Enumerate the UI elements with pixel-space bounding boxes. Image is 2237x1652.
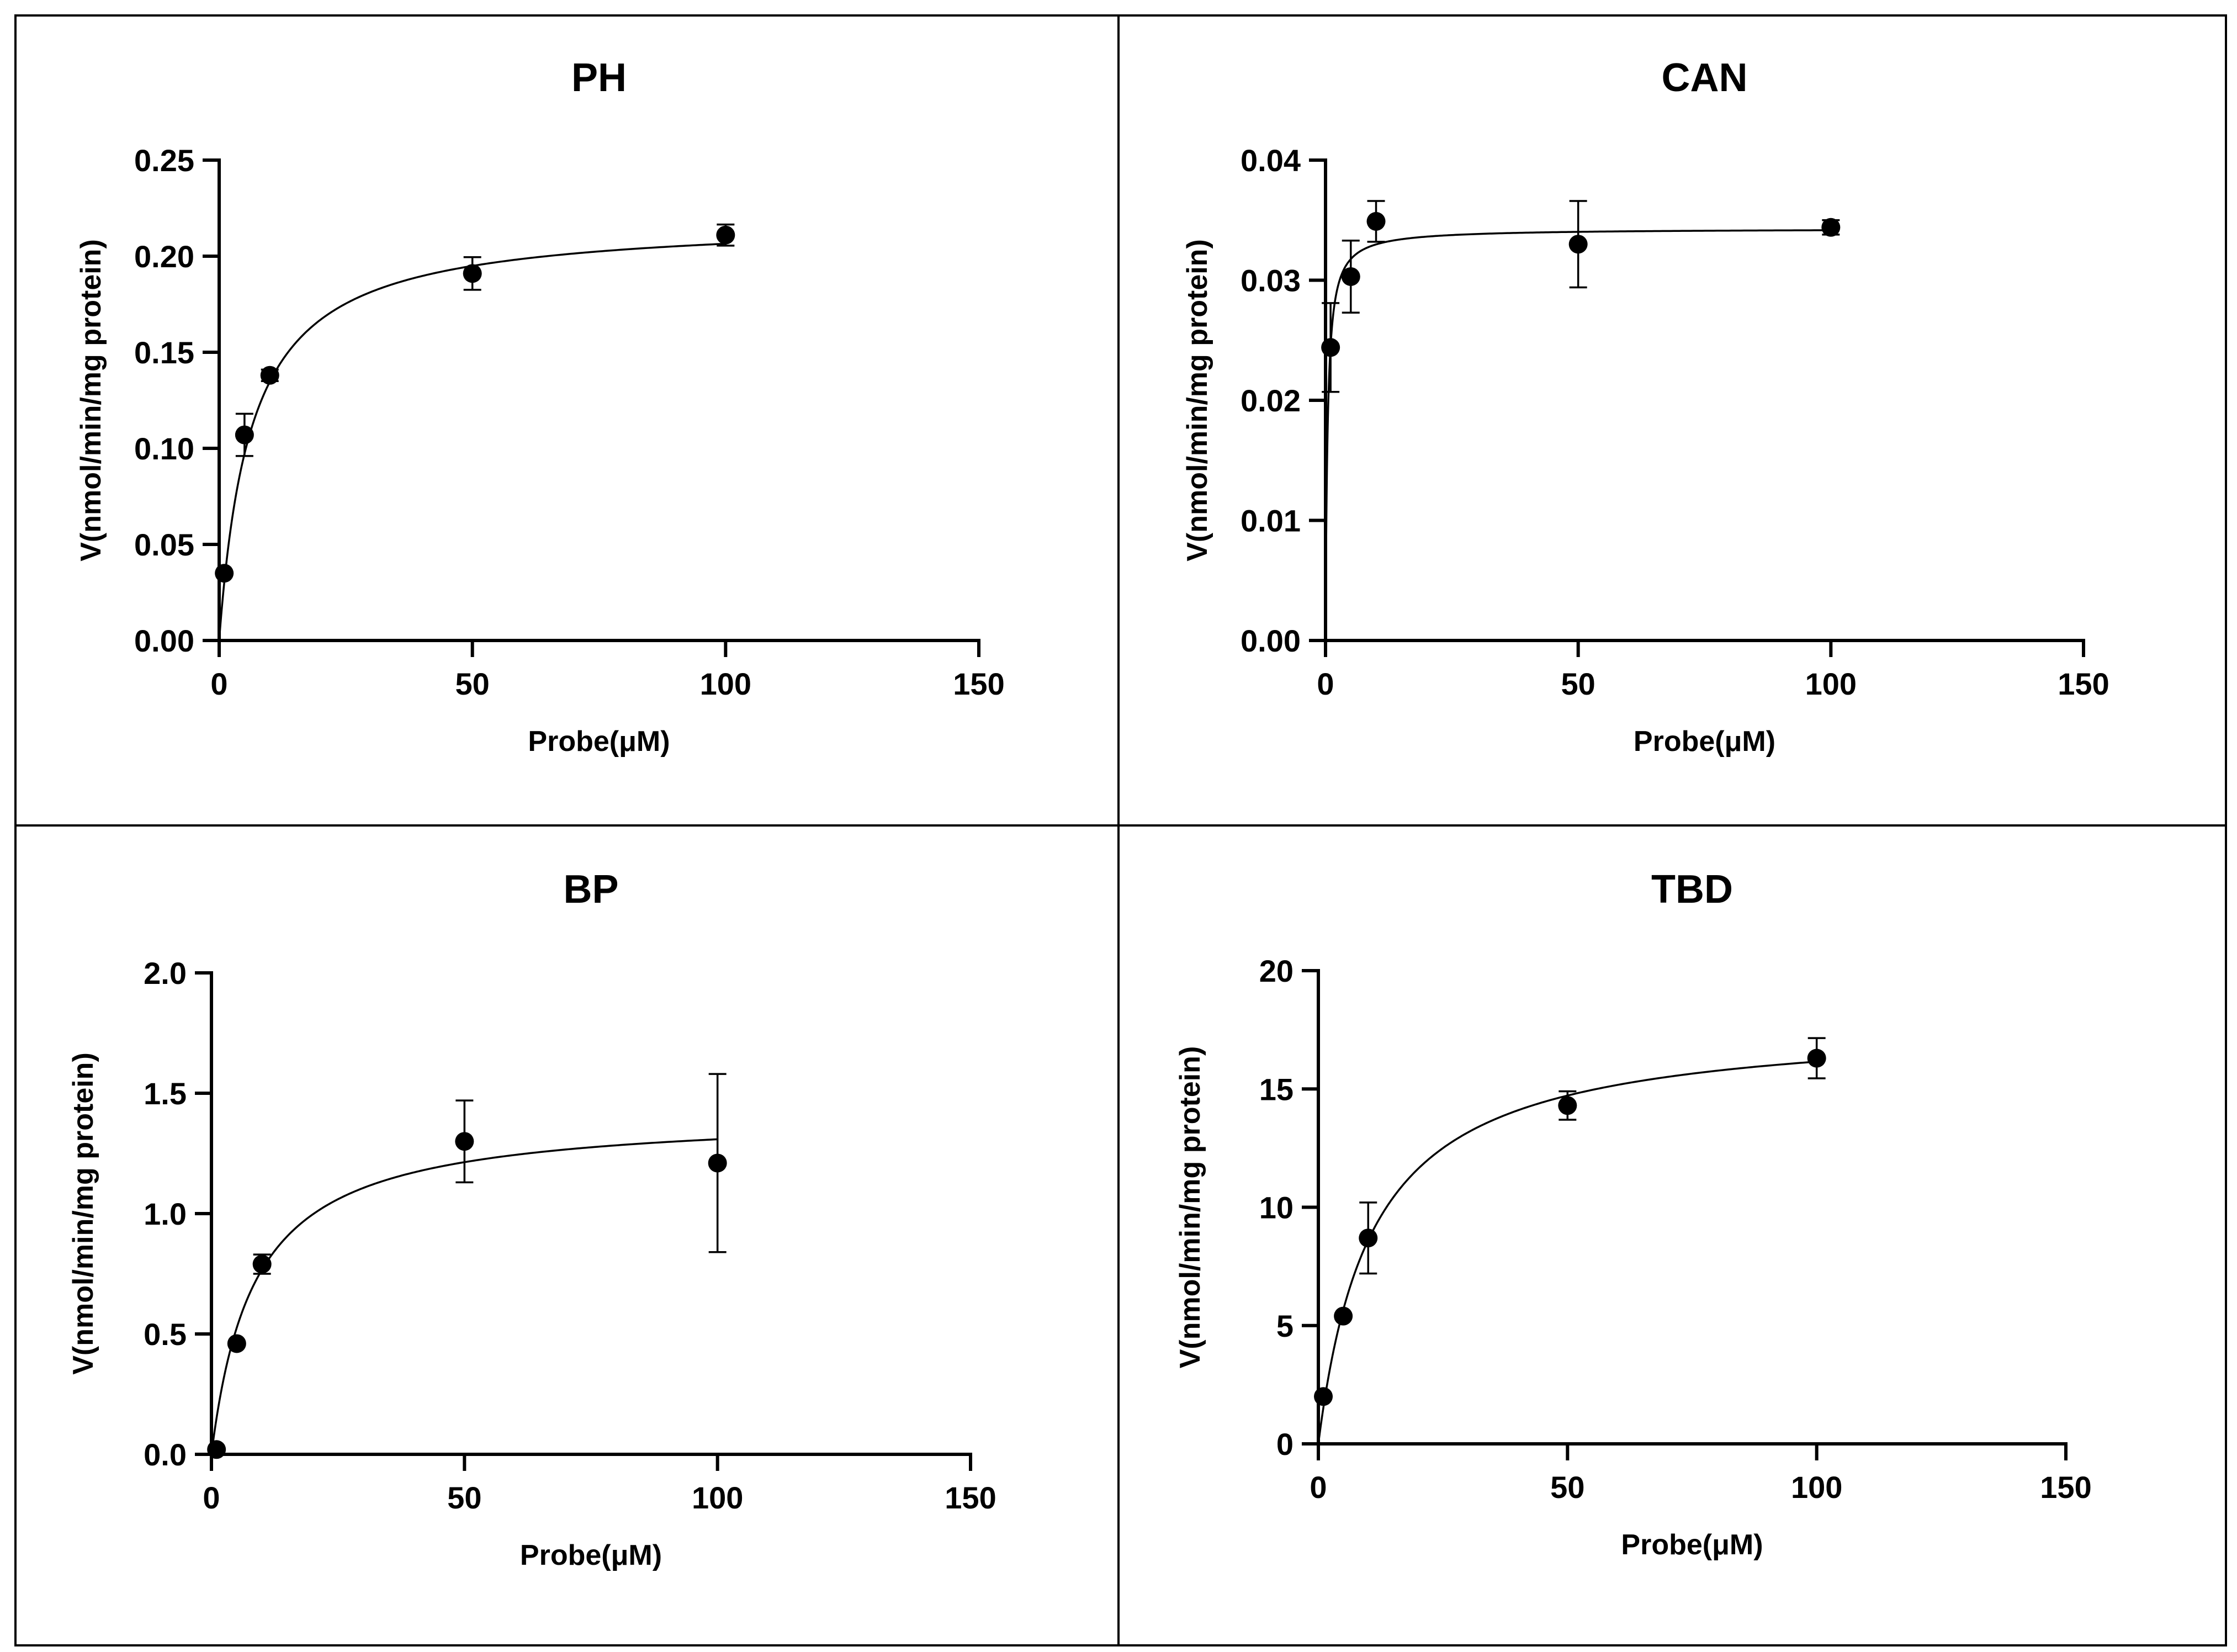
data-point bbox=[463, 264, 482, 283]
fit-curve bbox=[210, 1138, 718, 1455]
chart-panel-can: CAN 0 50 100 150 0.00 0.01 0.02 0.03 0.04 Probe(μM… bbox=[1181, 56, 2109, 758]
y-tick-label: 0.15 bbox=[134, 335, 194, 370]
data-point bbox=[227, 1334, 246, 1353]
y-tick-label: 0.01 bbox=[1241, 504, 1301, 538]
y-tick-label: 0.5 bbox=[144, 1317, 187, 1352]
y-tick-label: 0.03 bbox=[1241, 263, 1301, 298]
data-point bbox=[1821, 218, 1841, 237]
y-tick-label: 0.02 bbox=[1241, 383, 1301, 418]
data-point bbox=[1366, 211, 1386, 231]
x-tick-label: 100 bbox=[1805, 666, 1857, 701]
y-axis-label: V(nmol/min/mg protein) bbox=[75, 239, 107, 562]
x-tick-label: 150 bbox=[945, 1480, 996, 1515]
chart-title: BP bbox=[563, 867, 618, 912]
chart-panel-tbd: TBD 0 50 100 150 0 5 10 15 20 Probe(μM) V(nmol/min/… bbox=[1174, 867, 2092, 1561]
data-point bbox=[1807, 1049, 1826, 1068]
data-point bbox=[1568, 235, 1588, 254]
y-axis-label: V(nmol/min/mg protein) bbox=[67, 1052, 99, 1375]
y-tick-label: 0 bbox=[1276, 1427, 1294, 1462]
data-point bbox=[455, 1132, 474, 1151]
chart-title: PH bbox=[571, 56, 627, 100]
fit-curve bbox=[218, 242, 726, 641]
x-tick-label: 100 bbox=[692, 1480, 743, 1515]
data-point bbox=[235, 425, 254, 444]
y-tick-label: 2.0 bbox=[144, 956, 187, 991]
chart-title: TBD bbox=[1651, 867, 1733, 912]
chart-panel-bp: BP 0 50 100 150 0.0 0.5 1.0 1.5 2.0 Probe(μM) V(nmo… bbox=[67, 867, 996, 1571]
data-point bbox=[1321, 338, 1340, 357]
fit-curve bbox=[1317, 1061, 1817, 1444]
data-point bbox=[260, 366, 279, 385]
x-tick-label: 100 bbox=[1791, 1470, 1842, 1505]
figure-border bbox=[14, 14, 2227, 1646]
y-tick-label: 0.0 bbox=[144, 1437, 187, 1472]
data-point bbox=[716, 225, 735, 245]
x-tick-label: 50 bbox=[1550, 1470, 1584, 1505]
x-tick-label: 50 bbox=[1561, 666, 1595, 701]
x-tick-label: 0 bbox=[203, 1480, 220, 1515]
y-tick-label: 20 bbox=[1259, 954, 1294, 988]
x-tick-label: 150 bbox=[2058, 666, 2109, 701]
x-tick-label: 50 bbox=[455, 666, 490, 701]
y-axis-label: V(nmol/min/mg protein) bbox=[1174, 1046, 1206, 1369]
y-tick-label: 0.05 bbox=[134, 527, 194, 562]
y-tick-label: 5 bbox=[1276, 1309, 1294, 1343]
data-point bbox=[1359, 1229, 1378, 1248]
y-tick-label: 0.04 bbox=[1241, 143, 1301, 178]
x-axis-label: Probe(μM) bbox=[528, 726, 670, 758]
x-tick-label: 50 bbox=[447, 1480, 481, 1515]
y-tick-label: 10 bbox=[1259, 1190, 1294, 1225]
x-tick-label: 150 bbox=[2040, 1470, 2091, 1505]
x-tick-label: 150 bbox=[953, 666, 1004, 701]
x-axis-label: Probe(μM) bbox=[1621, 1529, 1763, 1561]
data-point bbox=[708, 1153, 727, 1173]
y-tick-label: 0.20 bbox=[134, 239, 194, 274]
x-tick-label: 0 bbox=[1317, 666, 1334, 701]
x-axis-label: Probe(μM) bbox=[1634, 726, 1775, 758]
y-tick-label: 0.10 bbox=[134, 431, 194, 466]
y-tick-label: 1.0 bbox=[144, 1196, 187, 1231]
data-point bbox=[215, 564, 234, 583]
x-axis-label: Probe(μM) bbox=[520, 1539, 662, 1571]
x-tick-label: 100 bbox=[700, 666, 751, 701]
data-point bbox=[1341, 267, 1360, 286]
x-tick-label: 0 bbox=[210, 666, 227, 701]
y-axis-label: V(nmol/min/mg protein) bbox=[1181, 239, 1213, 562]
chart-title: CAN bbox=[1662, 56, 1748, 100]
chart-panel-ph: PH 0 50 100 150 0.00 0.05 0.10 0.15 0.20 0.25 Probe… bbox=[75, 56, 1005, 758]
y-tick-label: 0.25 bbox=[134, 143, 194, 178]
y-tick-label: 1.5 bbox=[144, 1076, 187, 1111]
y-tick-label: 0.00 bbox=[1241, 623, 1301, 658]
data-point bbox=[1334, 1306, 1353, 1326]
y-tick-label: 0.00 bbox=[134, 623, 194, 658]
data-point bbox=[252, 1254, 272, 1274]
x-tick-label: 0 bbox=[1310, 1470, 1327, 1505]
fit-curve bbox=[1324, 229, 1831, 641]
data-point bbox=[1314, 1387, 1333, 1406]
y-tick-label: 15 bbox=[1259, 1072, 1294, 1106]
data-point bbox=[1558, 1096, 1577, 1115]
data-point bbox=[207, 1440, 226, 1459]
